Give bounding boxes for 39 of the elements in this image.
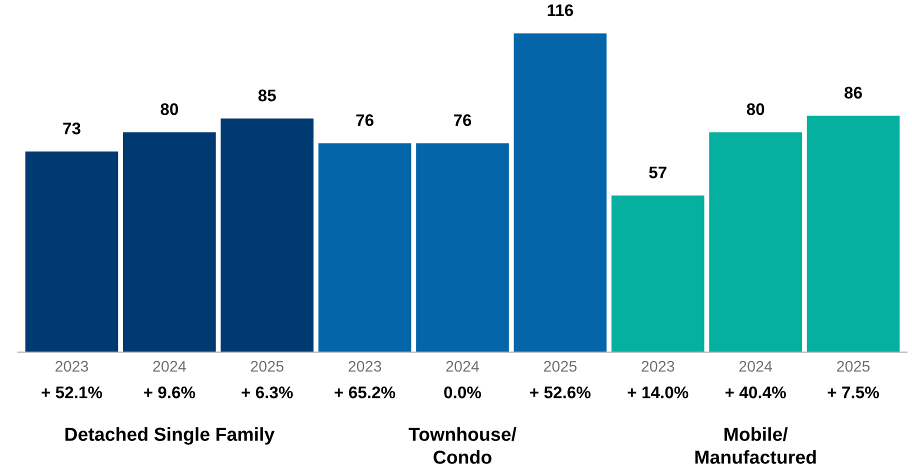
data-label: 76 [356, 114, 374, 126]
text: + 7.5% [828, 386, 880, 398]
bar [25, 152, 118, 352]
text: + 52.6% [530, 386, 591, 398]
x-tick-label: 2023 [348, 360, 382, 372]
bar [416, 143, 509, 352]
text: + 6.3% [242, 386, 293, 398]
x-tick-label: 2024 [446, 360, 480, 372]
x-tick-label: 2024 [153, 360, 186, 372]
data-label: 80 [746, 103, 764, 116]
text: Townhouse/ Condo [408, 427, 516, 464]
text: 0.0% [444, 386, 482, 398]
text: + 40.4% [725, 386, 786, 398]
data-label: 116 [548, 4, 574, 16]
data-label: 73 [63, 122, 80, 134]
text: + 9.6% [144, 386, 196, 398]
x-tick-label: 2024 [739, 360, 772, 372]
bar [611, 196, 704, 352]
bar [123, 132, 216, 352]
text: Detached Single Family [65, 427, 275, 445]
bar [806, 116, 900, 352]
text: Mobile/ Manufactured [695, 427, 816, 464]
text: + 65.2% [334, 386, 396, 398]
x-tick-label: 2023 [642, 360, 674, 372]
data-label: 57 [649, 166, 666, 178]
x-tick-label: 2025 [544, 360, 577, 372]
x-tick-label: 2025 [837, 360, 870, 372]
text: + 52.1% [42, 386, 102, 398]
bar [514, 33, 607, 352]
data-label: 86 [844, 86, 862, 99]
data-label: 80 [160, 103, 178, 116]
data-label: 85 [258, 90, 276, 102]
text: + 14.0% [628, 386, 688, 398]
data-label: 76 [454, 114, 472, 126]
x-tick-label: 2023 [56, 360, 88, 372]
bar [318, 143, 412, 352]
bar [709, 132, 802, 352]
bar [220, 118, 314, 352]
x-tick-label: 2025 [250, 360, 284, 372]
